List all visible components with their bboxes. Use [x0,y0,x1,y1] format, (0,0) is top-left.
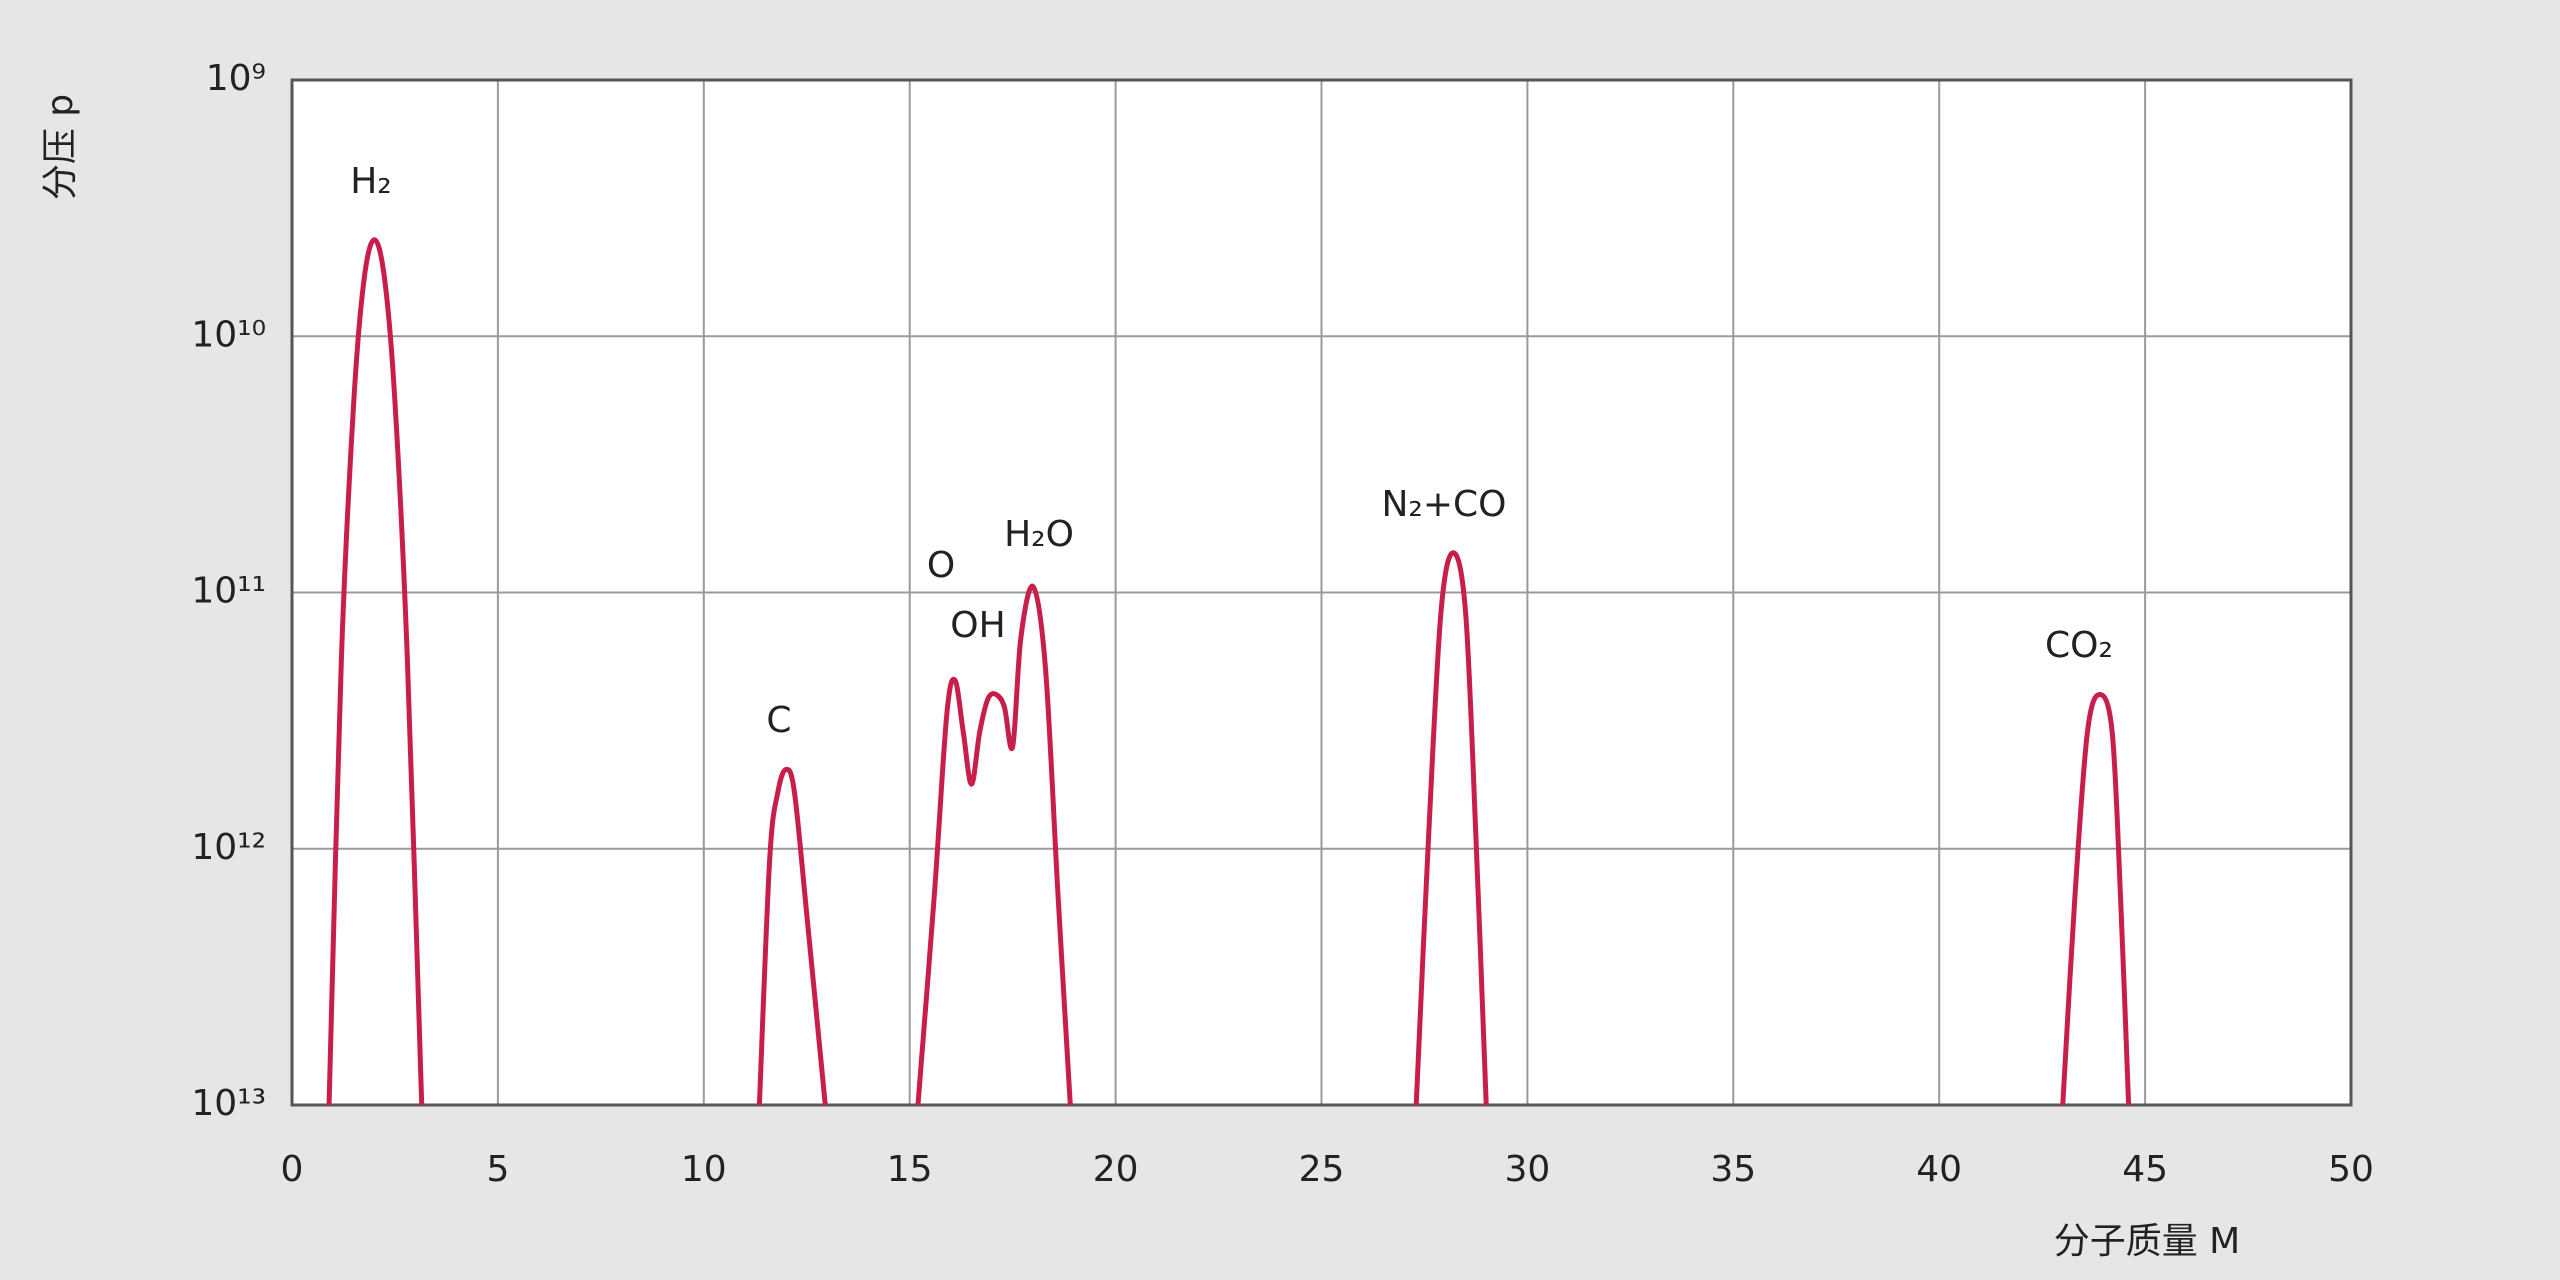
x-tick-label: 25 [1299,1149,1345,1190]
x-tick-label: 45 [2122,1149,2168,1190]
plot-border [290,78,2353,1107]
x-tick-label: 15 [887,1149,933,1190]
x-tick-label: 35 [1710,1149,1756,1190]
peak-label: CO₂ [2045,625,2113,666]
x-tick-label: 50 [2328,1149,2374,1190]
peak-label: O [927,545,955,586]
peak-label: N₂+CO [1382,484,1507,525]
x-tick-label: 20 [1093,1149,1139,1190]
x-tick-label: 5 [486,1149,509,1190]
x-tick-label: 40 [1916,1149,1962,1190]
x-tick-label: 0 [281,1149,304,1190]
y-tick-label: 10¹¹ [191,571,266,612]
spectrum-line [326,237,2132,1106]
peak-label: H₂O [1004,514,1074,555]
x-tick-label: 30 [1504,1149,1550,1190]
x-tick-label: 10 [681,1149,727,1190]
peak-label: C [766,700,791,741]
y-tick-label: 10¹² [191,827,266,868]
peak-label: OH [950,605,1005,646]
y-tick-label: 10⁹ [206,58,266,99]
peak-label: H₂ [350,161,392,202]
x-axis-label: 分子质量 M [2054,1221,2241,1262]
y-tick-label: 10¹³ [191,1083,266,1124]
y-axis-label: 分压 p [40,94,81,200]
y-tick-label: 10¹⁰ [191,314,266,355]
